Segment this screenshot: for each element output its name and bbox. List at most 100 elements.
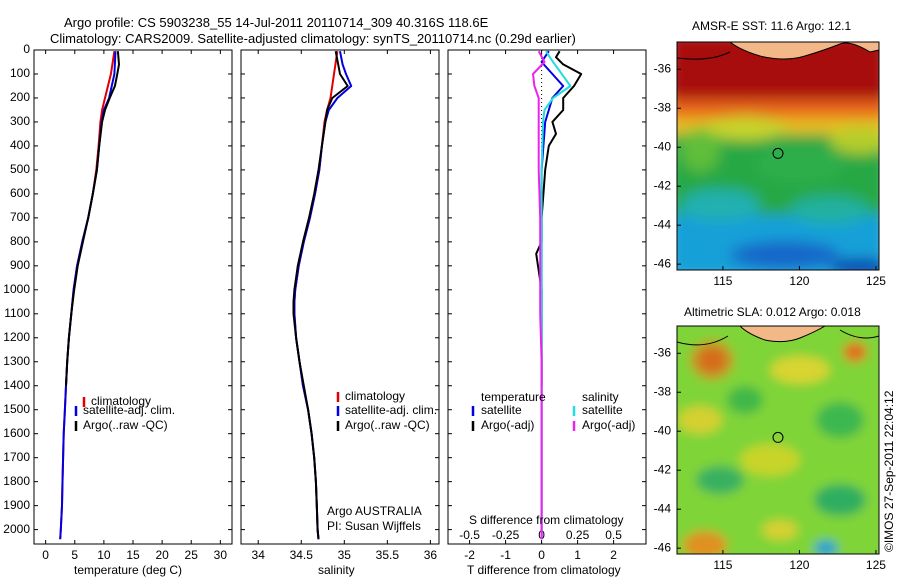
- sst-map-panel: AMSR-E SST: 11.6 Argo: 12.1 115 120 12: [654, 19, 887, 288]
- x-tick-label: 34.5: [290, 548, 314, 562]
- salinity-series: [292, 51, 353, 540]
- temperature-series: [59, 51, 120, 540]
- temperature-x-label: temperature (deg C): [74, 563, 182, 577]
- s-tick-label: 0.5: [605, 528, 622, 542]
- t-difference-x-label: T difference from climatology: [467, 563, 621, 577]
- imos-timestamp: ©IMOS 27-Sep-2011 22:04:12: [882, 390, 896, 552]
- figure-title-line2: Climatology: CARS2009. Satellite-adjuste…: [50, 31, 576, 46]
- x-tick-label: 25: [185, 548, 199, 562]
- map-y-tick-label: -36: [654, 61, 672, 75]
- temperature-x-axis: 0 5 10 15 20 25 30: [42, 50, 227, 562]
- legend-temp-argo: Argo(-adj): [481, 418, 534, 432]
- sla-map-frame: [676, 325, 880, 555]
- y-tick-label: 1700: [3, 450, 30, 464]
- series-line-argo-raw-qc-: [65, 51, 120, 386]
- sla-field: [677, 326, 879, 554]
- map-x-tick-label: 115: [713, 274, 732, 288]
- argo-program-label: Argo AUSTRALIA: [327, 504, 422, 518]
- depth-axis: 0 100 200 300 400 500 600 700 800 900 1000 1100 1200…: [3, 42, 232, 536]
- legend-temperature-title: temperature: [481, 390, 546, 404]
- map-y-tick-label: -42: [654, 462, 672, 476]
- sla-map-axes: 115 120 125 -36 -38 -40 -42 -44 -46: [654, 345, 887, 572]
- map-y-tick-label: -46: [654, 540, 672, 554]
- x-tick-label: 15: [126, 548, 140, 562]
- argo-pi-label: PI: Susan Wijffels: [327, 519, 421, 533]
- map-x-tick-label: 120: [789, 558, 809, 572]
- x-tick-label: 5: [71, 548, 78, 562]
- map-x-tick-label: 125: [866, 274, 886, 288]
- salinity-depth-ticks: [241, 49, 439, 531]
- y-tick-label: 1600: [3, 426, 30, 440]
- x-tick-label: 35.5: [376, 548, 400, 562]
- salinity-legend: climatology satellite-adj. clim. Argo(..…: [336, 389, 437, 432]
- sst-map-frame: [676, 41, 880, 271]
- map-y-tick-label: -38: [654, 384, 672, 398]
- map-y-tick-label: -40: [654, 139, 672, 153]
- salinity-panel: 34 34.5 35 35.5 36 salinity climatology sate…: [240, 49, 440, 577]
- argo-location-marker: [772, 431, 784, 443]
- sla-map-panel: Altimetric SLA: 0.012 Argo: 0.018: [654, 305, 887, 572]
- legend-satellite-adj: satellite-adj. clim.: [83, 403, 175, 417]
- s-difference-label: S difference from climatology: [469, 513, 624, 527]
- legend-sal-satellite: satellite: [582, 403, 623, 417]
- s-tick-label: -0.25: [492, 528, 520, 542]
- y-tick-label: 1300: [3, 354, 30, 368]
- map-y-tick-label: -44: [654, 501, 672, 515]
- x-tick-label: 0: [538, 548, 545, 562]
- y-tick-label: 600: [10, 186, 30, 200]
- y-tick-label: 1000: [3, 282, 30, 296]
- x-tick-label: 10: [97, 548, 111, 562]
- map-x-tick-label: 120: [789, 274, 809, 288]
- y-tick-label: 900: [10, 258, 30, 272]
- figure-title-line1: Argo profile: CS 5903238_55 14-Jul-2011 …: [64, 15, 489, 30]
- y-tick-label: 0: [23, 42, 30, 56]
- sla-map-title: Altimetric SLA: 0.012 Argo: 0.018: [684, 305, 861, 319]
- legend-satellite-adj: satellite-adj. clim.: [345, 403, 437, 417]
- y-tick-label: 2000: [3, 522, 30, 536]
- difference-plot-frame: [447, 49, 647, 545]
- legend-climatology: climatology: [91, 394, 151, 408]
- x-tick-label: 36: [424, 548, 438, 562]
- y-tick-label: 700: [10, 210, 30, 224]
- legend-argo: Argo(..raw -QC): [345, 418, 430, 432]
- temperature-panel: 0100200300400500600700800900100011001200…: [3, 42, 233, 577]
- y-tick-label: 1900: [3, 498, 30, 512]
- y-tick-label: 1200: [3, 330, 30, 344]
- map-y-tick-label: -40: [654, 423, 672, 437]
- legend-argo: Argo(..raw -QC): [83, 418, 168, 432]
- x-tick-label: 0: [42, 548, 49, 562]
- temperature-plot-frame: [33, 49, 233, 545]
- legend-sal-argo: Argo(-adj): [582, 418, 635, 432]
- y-tick-label: 400: [10, 138, 30, 152]
- sst-map-title: AMSR-E SST: 11.6 Argo: 12.1: [692, 19, 852, 33]
- x-tick-label: 35: [338, 548, 352, 562]
- x-tick-label: -2: [464, 548, 475, 562]
- map-y-tick-label: -44: [654, 217, 672, 231]
- x-tick-label: 2: [610, 548, 617, 562]
- s-tick-label: -0.5: [459, 528, 480, 542]
- y-tick-label: 200: [10, 90, 30, 104]
- series-line-salinity-argo-adj-: [532, 50, 546, 540]
- y-tick-label: 1500: [3, 402, 30, 416]
- map-y-tick-label: -46: [654, 256, 672, 270]
- x-tick-label: 20: [155, 548, 169, 562]
- difference-series: [532, 50, 583, 544]
- temperature-legend: climatology satellite-adj. clim. Argo(..…: [74, 394, 175, 432]
- y-tick-label: 100: [10, 66, 30, 80]
- x-tick-label: -1: [500, 548, 511, 562]
- map-y-tick-label: -42: [654, 178, 672, 192]
- s-tick-label: 0.25: [566, 528, 590, 542]
- s-difference-axis: -0.5-0.2500.250.5: [459, 528, 622, 542]
- y-tick-label: 500: [10, 162, 30, 176]
- x-tick-label: 34: [252, 548, 266, 562]
- y-tick-label: 300: [10, 114, 30, 128]
- salinity-x-axis: 34 34.5 35 35.5 36: [252, 50, 438, 562]
- y-tick-label: 1100: [4, 306, 30, 320]
- x-tick-label: 1: [574, 548, 581, 562]
- y-tick-label: 1800: [3, 474, 30, 488]
- difference-legend: temperature satellite Argo(-adj) salinit…: [471, 390, 635, 432]
- y-tick-label: 800: [10, 234, 30, 248]
- map-y-tick-label: -36: [654, 345, 672, 359]
